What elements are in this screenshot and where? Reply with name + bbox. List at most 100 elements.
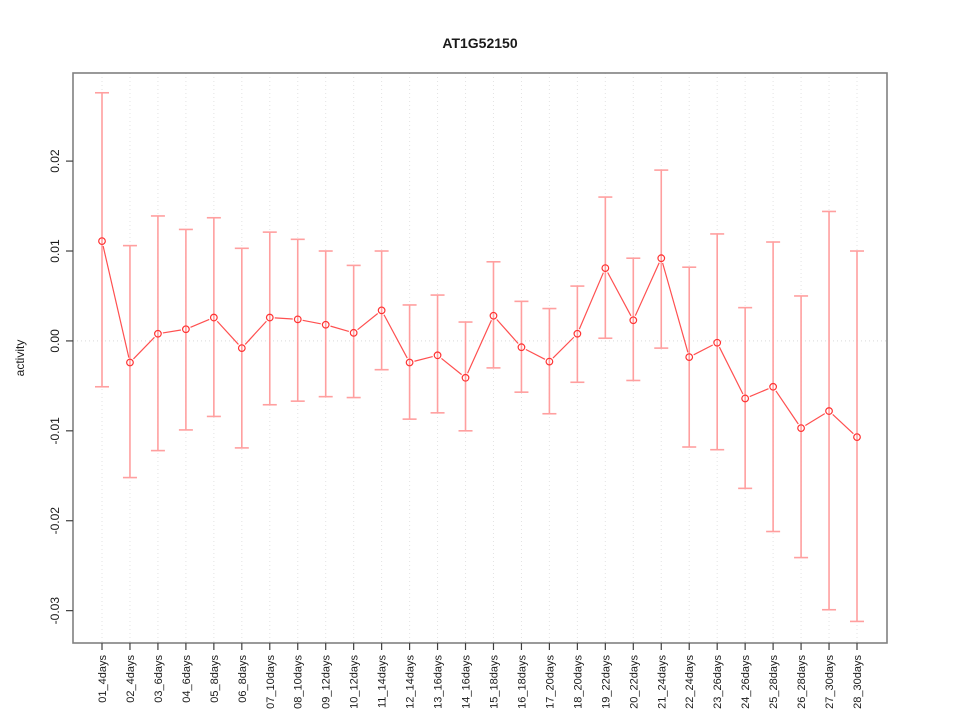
series-segment: [274, 317, 293, 320]
series-segment: [578, 272, 604, 330]
x-tick-label: 16_18days: [516, 655, 528, 709]
series-segment: [330, 325, 350, 333]
series-segment: [607, 272, 632, 317]
x-tick-label: 25_28days: [768, 655, 780, 709]
data-point: [741, 394, 750, 403]
x-tick-label: 19_22days: [600, 655, 612, 709]
x-tick-label: 28_30days: [852, 655, 864, 709]
series-segment: [190, 318, 210, 328]
data-point: [321, 320, 330, 329]
x-tick-label: 13_16days: [433, 655, 445, 709]
series-line: [102, 245, 854, 435]
x-tick-label: 27_30days: [824, 655, 836, 709]
x-tick-label: 15_18days: [488, 655, 500, 709]
x-tick-label: 09_12days: [321, 655, 333, 709]
y-tick-label: 0.01: [48, 239, 62, 263]
x-tick-label: 08_10days: [293, 655, 305, 709]
y-axis-label: activity: [13, 340, 27, 377]
series-segment: [383, 314, 408, 359]
y-tick-label: -0.01: [48, 417, 62, 445]
series-segment: [467, 320, 492, 374]
x-tick-label: 07_10days: [265, 655, 277, 709]
series-segment: [441, 357, 462, 376]
x-tick-label: 05_8days: [209, 655, 221, 703]
data-point: [209, 313, 218, 322]
x-tick-label: 02_4days: [125, 655, 137, 703]
data-point: [265, 313, 274, 322]
markers: [98, 237, 861, 442]
data-point: [126, 358, 134, 367]
plot-area: 0.02 0.01 0.00 -0.01 -0.02 -0.03 01_4days 02_4d…: [48, 72, 888, 709]
series-segment: [302, 319, 321, 325]
plot-box: [72, 72, 888, 644]
data-point: [545, 357, 554, 366]
x-tick-label: 11_14days: [377, 655, 389, 709]
y-tick-label: -0.02: [48, 507, 62, 535]
x-tick-label: 23_26days: [712, 655, 724, 709]
data-point: [377, 306, 386, 315]
x-tick-label: 21_24days: [656, 655, 668, 709]
x-tick-label: 01_4days: [97, 655, 109, 703]
x-tick-label: 10_12days: [349, 655, 361, 709]
series-segment: [216, 320, 239, 345]
data-point: [825, 407, 833, 415]
data-point: [629, 316, 638, 325]
x-tick-label: 14_16days: [461, 655, 473, 709]
x-tick-label: 12_14days: [405, 655, 417, 709]
data-point: [98, 237, 106, 246]
data-point: [293, 315, 302, 324]
x-axis: 01_4days 02_4days 03_6days 04_6days 05_8days…: [97, 643, 864, 709]
series-segment: [357, 313, 379, 331]
data-point: [489, 311, 498, 320]
series-segment: [133, 336, 155, 360]
x-tick-label: 04_6days: [181, 655, 193, 703]
x-tick-label: 20_22days: [628, 655, 640, 709]
series-segment: [693, 344, 714, 356]
gridlines: [101, 73, 858, 643]
data-point: [349, 328, 358, 337]
series-segment: [749, 388, 769, 398]
x-tick-label: 24_26days: [740, 655, 752, 709]
chart-title: AT1G52150: [442, 35, 517, 51]
data-point: [405, 358, 414, 367]
x-tick-label: 26_28days: [796, 655, 808, 709]
series-segment: [414, 355, 433, 362]
series-segment: [525, 348, 546, 360]
y-tick-label: 0.02: [48, 149, 62, 173]
series-segment: [805, 413, 826, 427]
y-tick-label: -0.03: [48, 597, 62, 625]
x-tick-label: 03_6days: [153, 655, 165, 703]
data-point: [601, 264, 610, 272]
series-segment: [775, 390, 799, 425]
x-tick-label: 22_24days: [684, 655, 696, 709]
x-tick-label: 17_20days: [544, 655, 556, 709]
data-point: [517, 343, 526, 352]
data-point: [237, 344, 246, 353]
series-segment: [718, 346, 744, 395]
series-segment: [162, 329, 182, 334]
y-axis: 0.02 0.01 0.00 -0.01 -0.02 -0.03: [48, 149, 73, 624]
data-point: [573, 329, 582, 338]
series-segment: [832, 414, 854, 435]
data-point: [433, 351, 442, 360]
data-point: [657, 254, 666, 263]
data-point: [797, 424, 805, 433]
data-point: [154, 329, 162, 338]
error-bars: [95, 91, 864, 623]
x-tick-label: 18_20days: [572, 655, 584, 709]
series-segment: [244, 320, 267, 345]
data-point: [181, 325, 190, 334]
series-segment: [662, 262, 689, 353]
series-segment: [552, 336, 575, 359]
series-segment: [496, 319, 519, 344]
series-segment: [102, 245, 130, 358]
y-tick-label: 0.00: [48, 329, 62, 353]
series-segment: [634, 262, 660, 316]
data-point: [769, 382, 778, 391]
data-point: [685, 353, 694, 362]
data-point: [713, 338, 722, 347]
data-point: [853, 433, 861, 442]
x-tick-label: 06_8days: [237, 655, 249, 703]
